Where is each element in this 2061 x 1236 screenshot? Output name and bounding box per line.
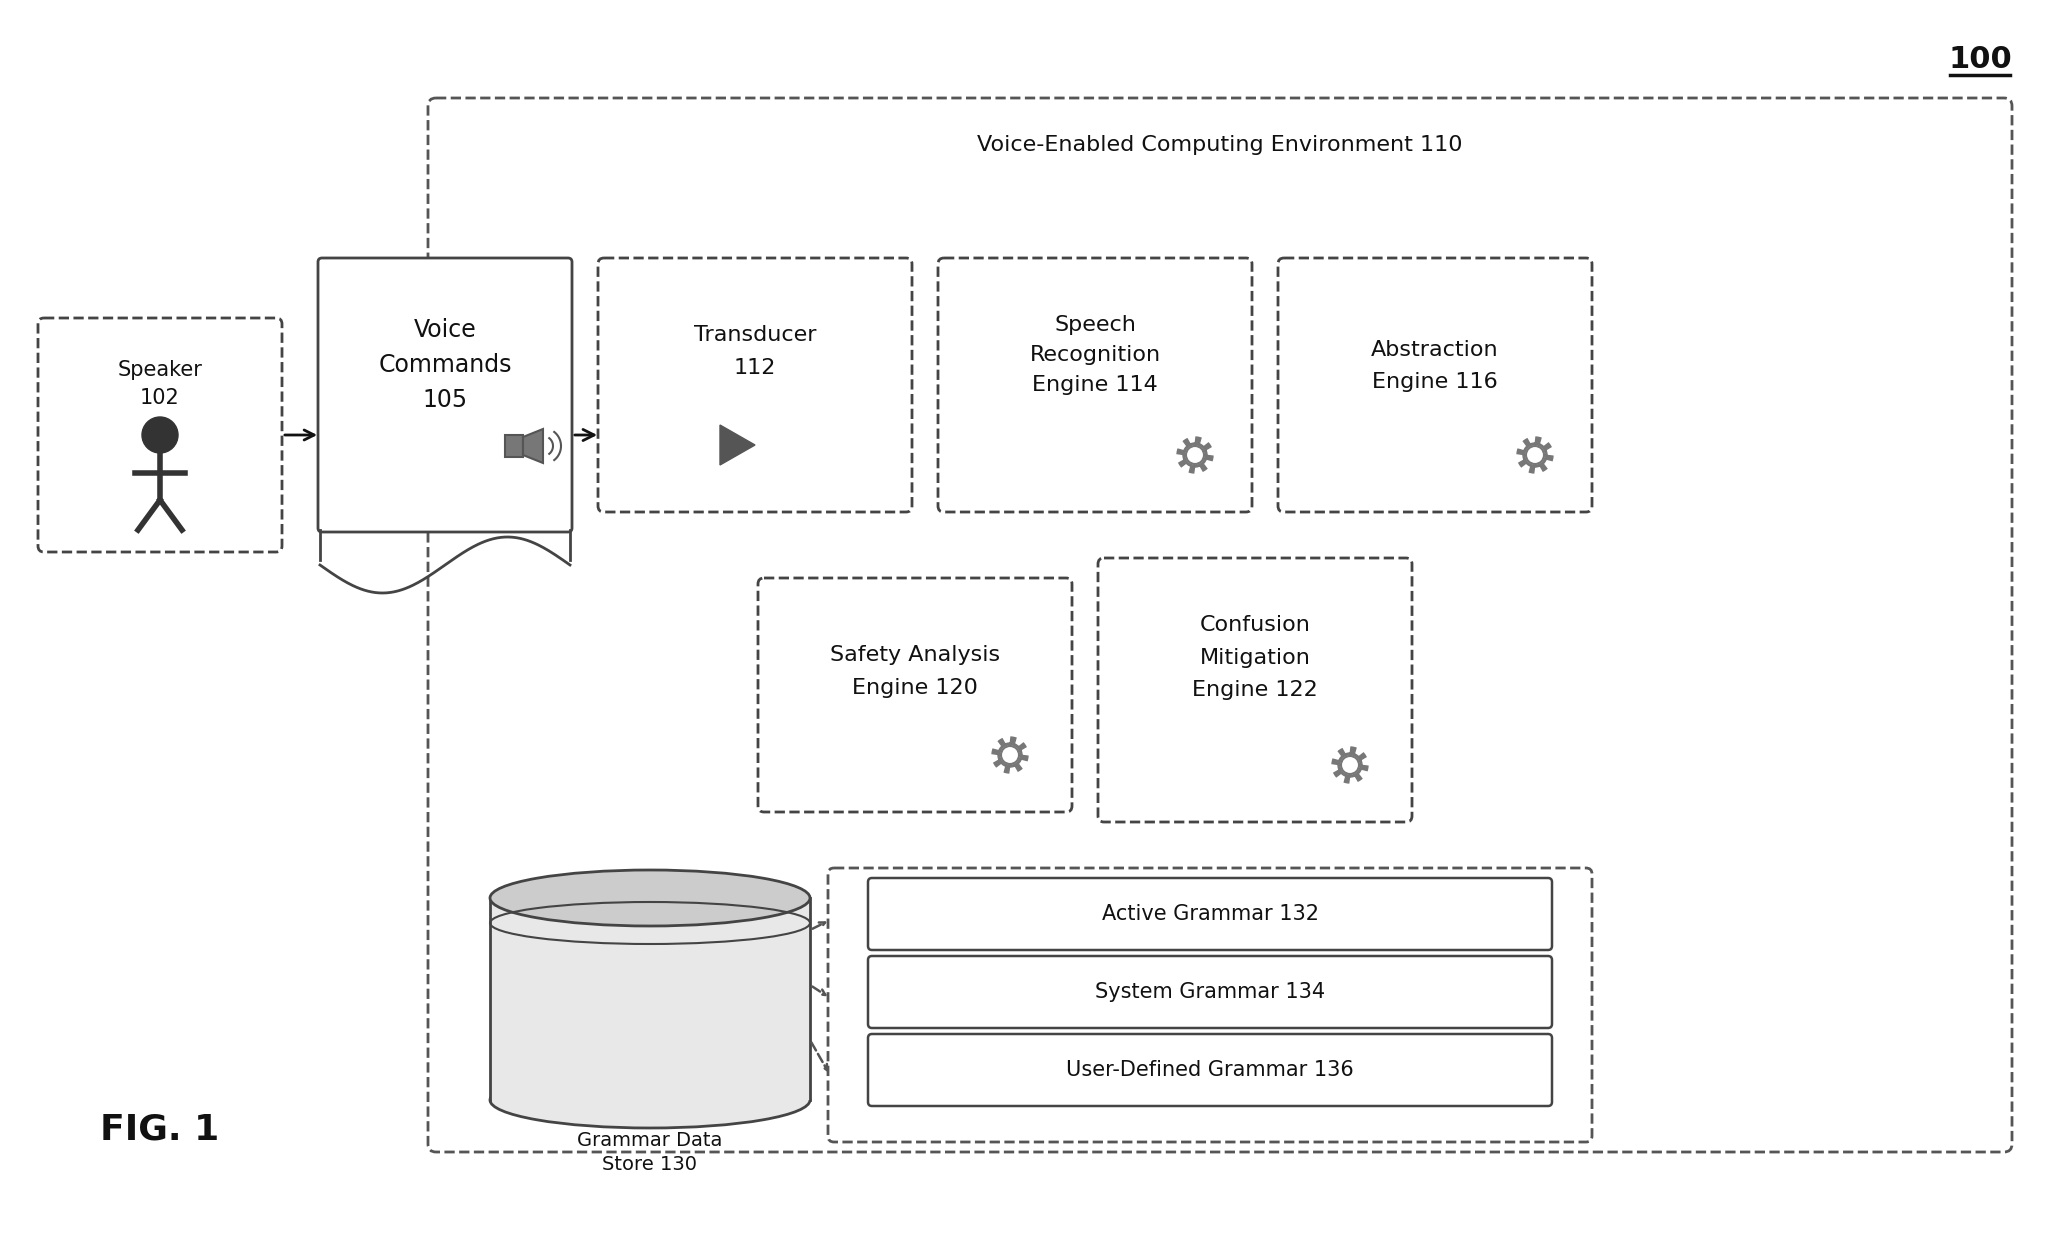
Text: Engine 122: Engine 122 — [1191, 680, 1317, 700]
Text: Confusion: Confusion — [1200, 616, 1311, 635]
FancyBboxPatch shape — [317, 258, 573, 531]
Polygon shape — [719, 425, 754, 465]
Text: Voice-Enabled Computing Environment 110: Voice-Enabled Computing Environment 110 — [977, 135, 1463, 154]
FancyBboxPatch shape — [491, 899, 810, 1100]
FancyBboxPatch shape — [598, 258, 913, 512]
FancyBboxPatch shape — [505, 435, 523, 457]
FancyBboxPatch shape — [868, 955, 1552, 1028]
Text: Speech: Speech — [1053, 315, 1136, 335]
Text: Engine 116: Engine 116 — [1373, 372, 1498, 392]
Circle shape — [1342, 756, 1358, 774]
Circle shape — [1185, 446, 1204, 464]
Text: User-Defined Grammar 136: User-Defined Grammar 136 — [1066, 1060, 1354, 1080]
Text: 100: 100 — [1948, 46, 2012, 74]
Text: FIG. 1: FIG. 1 — [101, 1112, 221, 1147]
FancyBboxPatch shape — [868, 1035, 1552, 1106]
Polygon shape — [523, 429, 542, 464]
Text: Engine 114: Engine 114 — [1033, 375, 1158, 396]
Text: Transducer: Transducer — [695, 325, 816, 345]
Text: Active Grammar 132: Active Grammar 132 — [1101, 904, 1319, 925]
FancyBboxPatch shape — [868, 878, 1552, 950]
Polygon shape — [1177, 438, 1214, 473]
Ellipse shape — [491, 870, 810, 926]
FancyBboxPatch shape — [1278, 258, 1591, 512]
Polygon shape — [1517, 438, 1554, 473]
FancyBboxPatch shape — [1099, 557, 1412, 822]
Polygon shape — [1331, 747, 1369, 782]
FancyBboxPatch shape — [37, 318, 282, 552]
Ellipse shape — [491, 1072, 810, 1128]
Circle shape — [142, 417, 177, 454]
Circle shape — [1525, 446, 1544, 464]
Text: Mitigation: Mitigation — [1200, 648, 1311, 667]
Text: System Grammar 134: System Grammar 134 — [1094, 981, 1325, 1002]
FancyBboxPatch shape — [758, 578, 1072, 812]
FancyBboxPatch shape — [938, 258, 1251, 512]
Circle shape — [1002, 747, 1018, 764]
Text: Speaker: Speaker — [117, 360, 202, 379]
Text: Commands: Commands — [379, 353, 511, 377]
Text: Recognition: Recognition — [1028, 345, 1160, 365]
FancyBboxPatch shape — [829, 868, 1591, 1142]
Text: Abstraction: Abstraction — [1371, 340, 1498, 360]
Text: 112: 112 — [734, 358, 777, 378]
Text: Store 130: Store 130 — [602, 1156, 697, 1174]
Polygon shape — [991, 737, 1028, 772]
Text: 105: 105 — [423, 388, 468, 412]
FancyBboxPatch shape — [429, 98, 2012, 1152]
Text: Safety Analysis: Safety Analysis — [831, 645, 1000, 665]
Text: Engine 120: Engine 120 — [851, 679, 977, 698]
Text: Voice: Voice — [414, 318, 476, 342]
Text: 102: 102 — [140, 388, 179, 408]
Text: Grammar Data: Grammar Data — [577, 1131, 723, 1149]
